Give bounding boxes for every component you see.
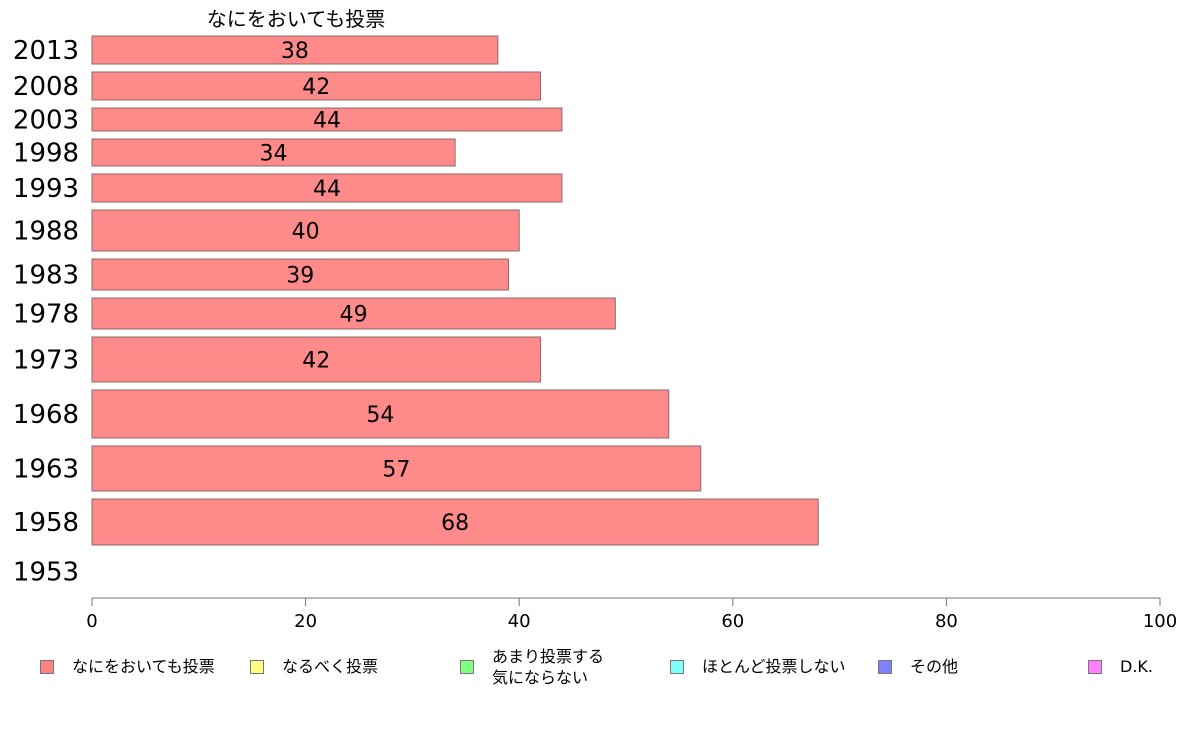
category-label: 1973 [13, 346, 79, 376]
bar [91, 297, 616, 330]
legend-swatch-2 [460, 660, 474, 674]
legend-swatch-1 [250, 659, 264, 674]
bar [91, 138, 456, 167]
legend-label-0: なにをおいても投票 [72, 657, 215, 676]
category-label: 2003 [13, 106, 79, 136]
legend-swatch-4 [878, 659, 892, 674]
legend-swatch-0 [40, 659, 54, 674]
category-label: 1988 [13, 217, 79, 247]
data-label: 40 [292, 220, 320, 245]
data-label: 44 [313, 177, 341, 202]
bar [91, 71, 542, 101]
data-label: 42 [302, 349, 330, 374]
legend-label-2: あまり投票する 気にならない [492, 647, 605, 687]
category-label: 2008 [13, 72, 79, 102]
chart-title: なにをおいても投票 [207, 7, 385, 31]
x-tick-label: 20 [294, 611, 317, 632]
category-label: 1968 [13, 400, 79, 430]
legend-item-0: なにをおいても投票 [40, 656, 215, 677]
data-label: 54 [366, 403, 394, 428]
category-label: 1983 [13, 261, 79, 291]
x-tick-label: 40 [508, 611, 531, 632]
bar [91, 445, 702, 492]
legend-label-4: その他 [910, 657, 959, 676]
data-label: 39 [286, 264, 314, 289]
bar [91, 498, 819, 546]
bar [91, 107, 563, 132]
legend-item-4: その他 [878, 656, 958, 677]
bar [91, 389, 670, 439]
data-label: 68 [441, 511, 469, 536]
category-label: 1993 [13, 174, 79, 204]
legend-label-1: なるべく投票 [282, 657, 379, 676]
bar [91, 258, 510, 291]
category-label: 1998 [13, 139, 79, 169]
legend-label-5: D.K. [1120, 657, 1153, 676]
bar [91, 35, 499, 65]
legend-item-3: ほとんど投票しない [670, 656, 846, 677]
legend-item-5: D.K. [1088, 656, 1153, 677]
legend-item-2: あまり投票する 気にならない [460, 646, 604, 688]
data-label: 44 [313, 109, 341, 134]
x-tick-label: 100 [1143, 611, 1177, 632]
bar [91, 209, 520, 252]
x-tick-label: 80 [935, 611, 958, 632]
legend-item-1: なるべく投票 [250, 656, 378, 677]
category-label: 1958 [13, 508, 79, 538]
bar [91, 336, 542, 383]
category-label: 1963 [13, 455, 79, 485]
data-label: 57 [382, 458, 410, 483]
data-label: 38 [281, 39, 309, 64]
category-label: 1978 [13, 300, 79, 330]
x-tick-label: 60 [721, 611, 744, 632]
data-label: 42 [302, 75, 330, 100]
data-label: 34 [260, 142, 288, 167]
x-tick-label: 0 [86, 611, 97, 632]
category-label: 1953 [13, 558, 79, 588]
legend-swatch-5 [1088, 659, 1102, 674]
legend-swatch-3 [670, 659, 684, 674]
data-label: 49 [340, 303, 368, 328]
legend: なにをおいても投票 なるべく投票 あまり投票する 気にならない ほとんど投票しな… [0, 644, 1188, 694]
legend-label-3: ほとんど投票しない [702, 657, 846, 676]
category-label: 2013 [13, 36, 79, 66]
bar [91, 173, 563, 203]
